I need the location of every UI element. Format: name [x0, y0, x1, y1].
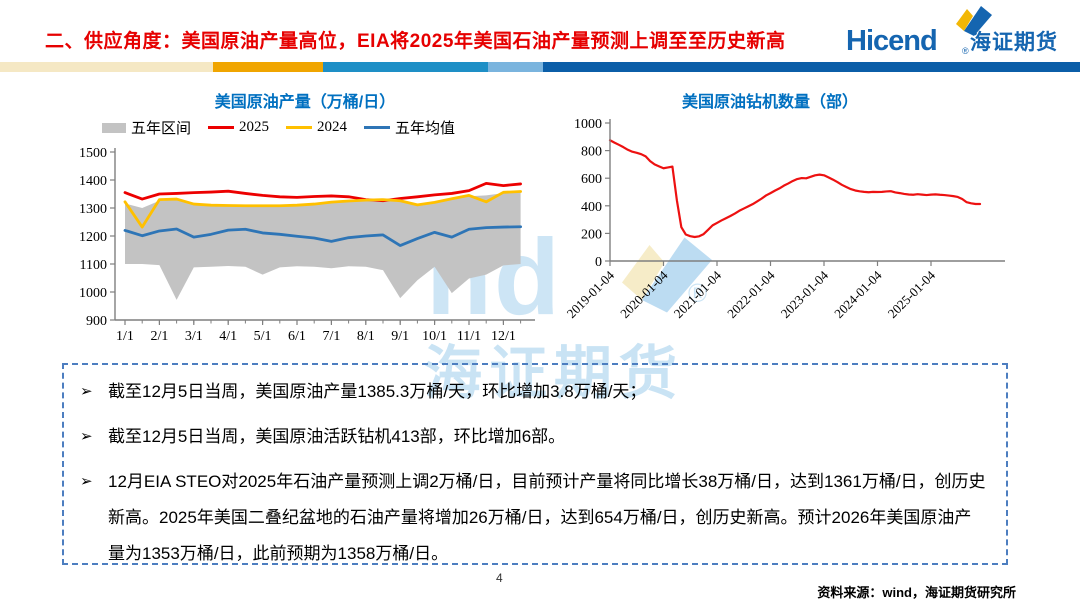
source-note: 资料来源：wind，海证期货研究所 — [817, 585, 1016, 600]
summary-box: ➢ 截至12月5日当周，美国原油产量1385.3万桶/天，环比增加3.8万桶/天… — [62, 363, 1008, 565]
svg-text:1300: 1300 — [79, 202, 107, 217]
svg-text:10/1: 10/1 — [422, 329, 447, 344]
right-chart-title: 美国原油钻机数量（部） — [681, 94, 858, 111]
chevron-logo-icon — [956, 6, 992, 36]
left-chart-legend: 五年区间 2025 2024 五年均值 — [102, 117, 455, 138]
svg-text:8/1: 8/1 — [357, 329, 375, 344]
svg-text:1200: 1200 — [79, 230, 107, 245]
legend-swatch — [102, 122, 126, 133]
page-number: 4 — [496, 571, 503, 585]
svg-text:2025-01-04: 2025-01-04 — [885, 267, 939, 321]
page-title: 二、供应角度：美国原油产量高位，EIA将2025年美国石油产量预测上调至至历史新… — [45, 31, 786, 52]
svg-text:900: 900 — [86, 314, 107, 329]
svg-text:0: 0 — [595, 255, 602, 270]
svg-text:7/1: 7/1 — [322, 329, 340, 344]
legend-item: 2024 — [286, 119, 347, 136]
arrow-bullet-icon: ➢ — [80, 428, 93, 445]
svg-text:2019-01-04: 2019-01-04 — [565, 267, 617, 321]
legend-swatch — [364, 126, 391, 129]
svg-text:1400: 1400 — [79, 174, 107, 189]
accent-bar-segment — [0, 62, 213, 72]
svg-text:600: 600 — [581, 172, 602, 187]
legend-item: 五年均值 — [364, 117, 455, 138]
svg-text:11/1: 11/1 — [457, 329, 481, 344]
svg-text:2021-01-04: 2021-01-04 — [671, 267, 725, 321]
bullet-item: ➢ 12月EIA STEO对2025年石油产量预测上调2万桶/日，目前预计产量将… — [80, 464, 986, 572]
header-accent-bar — [0, 62, 1080, 72]
svg-text:2/1: 2/1 — [150, 329, 168, 344]
svg-text:2024-01-04: 2024-01-04 — [831, 267, 885, 321]
svg-text:1100: 1100 — [80, 258, 107, 273]
bullet-text: 截至12月5日当周，美国原油活跃钻机413部，环比增加6部。 — [108, 427, 566, 446]
bullet-text: 截至12月5日当周，美国原油产量1385.3万桶/天，环比增加3.8万桶/天； — [108, 382, 647, 401]
svg-text:4/1: 4/1 — [219, 329, 237, 344]
left-chart-title: 美国原油产量（万桶/日） — [214, 94, 396, 111]
legend-item: 五年区间 — [102, 117, 191, 138]
svg-text:1000: 1000 — [79, 286, 107, 301]
svg-text:6/1: 6/1 — [288, 329, 306, 344]
svg-text:2023-01-04: 2023-01-04 — [778, 267, 832, 321]
accent-bar-segment — [323, 62, 488, 72]
svg-text:1/1: 1/1 — [116, 329, 134, 344]
accent-bar-segment — [543, 62, 1080, 72]
svg-text:400: 400 — [581, 200, 602, 215]
bullet-item: ➢ 截至12月5日当周，美国原油活跃钻机413部，环比增加6部。 — [80, 419, 986, 455]
registered-mark-icon: ® — [962, 46, 969, 56]
legend-swatch — [286, 126, 313, 129]
legend-item: 2025 — [208, 119, 269, 136]
accent-bar-segment — [488, 62, 543, 72]
crude-production-chart: 900 1000 1100 1200 1300 1400 1500 1/1 2/1 3/1 4/1 5… — [79, 146, 535, 344]
logo-cn-text: 海证期货 — [970, 31, 1058, 54]
svg-text:200: 200 — [581, 227, 602, 242]
bullet-item: ➢ 截至12月5日当周，美国原油产量1385.3万桶/天，环比增加3.8万桶/天… — [80, 374, 986, 410]
svg-text:9/1: 9/1 — [391, 329, 409, 344]
legend-swatch — [208, 126, 235, 129]
svg-text:3/1: 3/1 — [185, 329, 203, 344]
bullet-text: 12月EIA STEO对2025年石油产量预测上调2万桶/日，目前预计产量将同比… — [108, 472, 986, 563]
svg-text:5/1: 5/1 — [254, 329, 272, 344]
logo-brand-text: Hicend — [846, 25, 938, 57]
svg-text:1500: 1500 — [79, 146, 107, 161]
arrow-bullet-icon: ➢ — [80, 383, 93, 400]
svg-text:2020-01-04: 2020-01-04 — [617, 267, 671, 321]
accent-bar-segment — [213, 62, 323, 72]
svg-text:1000: 1000 — [574, 117, 602, 132]
arrow-bullet-icon: ➢ — [80, 473, 93, 490]
svg-text:800: 800 — [581, 145, 602, 160]
svg-text:2022-01-04: 2022-01-04 — [724, 267, 778, 321]
svg-text:12/1: 12/1 — [491, 329, 516, 344]
hicend-logo: Hicend ® 海证期货 — [846, 6, 1058, 60]
